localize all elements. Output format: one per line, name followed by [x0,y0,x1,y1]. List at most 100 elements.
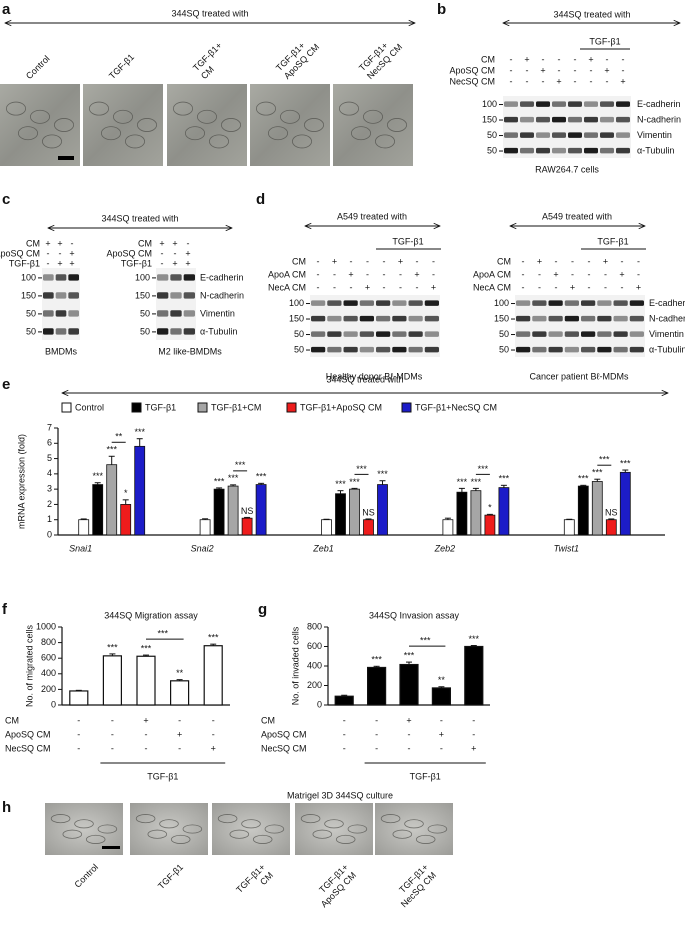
cell [42,134,63,149]
sign: - [178,743,181,753]
band [170,310,182,317]
sign: - [590,76,593,86]
bar [619,471,631,536]
band [552,116,566,123]
cell [229,829,250,839]
band [43,310,54,317]
legend-label: TGF-β1 [145,402,176,412]
mw-marker: 150 [482,114,497,124]
band [584,147,598,154]
significance: *** [371,655,382,665]
band [343,315,358,322]
sign: - [538,269,541,279]
band [536,132,550,138]
cell [97,824,118,834]
sign: - [542,54,545,64]
sign: - [399,269,402,279]
band [424,300,439,306]
band [613,346,628,353]
band [408,331,423,337]
band [552,101,566,107]
cell [267,126,288,141]
row-label: CM [481,54,495,64]
bar [321,519,332,536]
row-label: CM [138,238,152,248]
band [520,101,534,107]
condition-label: TGF-β1 [156,862,185,891]
band [600,132,614,138]
cell [374,134,395,149]
legend-swatch [197,402,208,413]
cell [300,814,321,824]
comparison: ** [115,432,123,442]
comparison: *** [420,635,431,645]
significance: ** [176,668,184,678]
blot-caption: Cancer patient Bℓ-MDMs [530,371,629,381]
bar [399,663,419,706]
sign: + [524,54,529,64]
x-tick-label: Snai1 [69,543,92,553]
y-tick-label: 200 [41,684,56,694]
sign: + [172,258,177,268]
micrograph [83,84,163,166]
bar [203,645,223,706]
sign: + [365,282,370,292]
y-tick-label: 200 [307,680,322,690]
sign: + [471,743,476,753]
band [376,346,391,353]
band [183,274,195,281]
band [516,331,531,337]
band [504,147,518,154]
panel-label: a [2,1,11,18]
panel-title: 344SQ Migration assay [104,610,198,620]
sign: - [555,282,558,292]
bar [484,514,496,536]
sign: - [111,715,114,725]
treatment-label: TGF-β1 [589,36,620,46]
sign: - [343,729,346,739]
sign: + [45,238,50,248]
row-label: TGF-β1 [121,258,152,268]
sign: - [440,743,443,753]
cell [312,829,333,839]
sign: - [111,729,114,739]
row-label: ApoSQ CM [0,248,40,258]
cell [170,834,191,844]
bar [120,504,132,536]
band [43,328,54,335]
cell [255,101,276,116]
mw-marker: 100 [482,99,497,109]
row-label: NecA CM [268,282,306,292]
cell [335,834,356,844]
significance: NS [362,507,375,517]
sign: - [571,269,574,279]
mw-marker: 100 [494,298,509,308]
band [157,310,169,317]
row-label: CM [26,238,40,248]
significance: *** [214,476,225,486]
sign: + [619,269,624,279]
bar [213,488,225,536]
band [424,346,439,353]
bar [170,680,190,706]
band [183,292,195,299]
panel-label: b [437,1,446,18]
sign: - [317,256,320,266]
panel-title: Matrigel 3D 344SQ culture [287,790,393,800]
cell [136,118,157,132]
cell [324,819,344,829]
sign: - [408,729,411,739]
sign: + [332,256,337,266]
sign: - [343,715,346,725]
cell [347,824,368,834]
band [564,346,579,353]
significance: *** [141,643,152,653]
mw-marker: 150 [135,290,150,300]
bar [69,690,89,706]
protein-label: Vimentin [200,308,235,318]
sign: + [211,743,216,753]
sign: - [317,269,320,279]
band [311,331,326,337]
sign: - [590,65,593,75]
cell [54,118,75,132]
